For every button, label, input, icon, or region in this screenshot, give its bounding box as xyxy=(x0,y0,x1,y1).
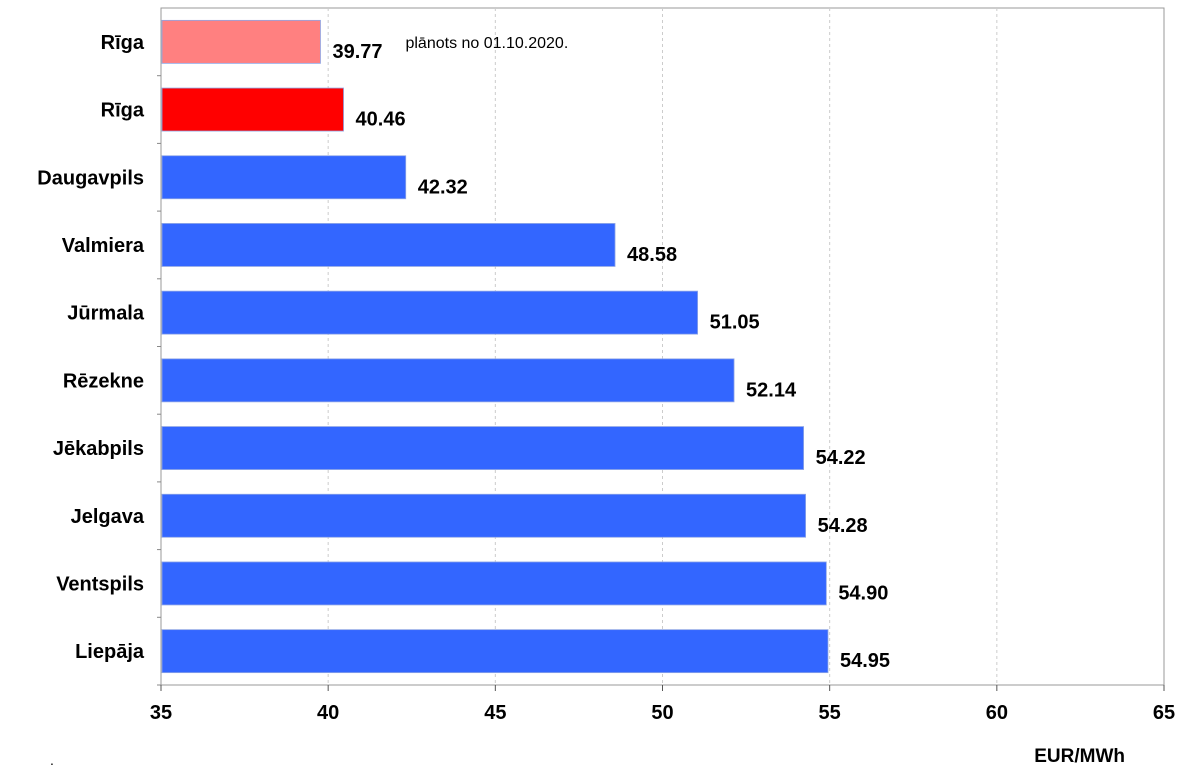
value-label: 48.58 xyxy=(627,244,677,266)
value-label: 54.28 xyxy=(818,515,868,537)
bar xyxy=(161,561,827,606)
category-label: Ventspils xyxy=(56,573,144,595)
category-label: Jūrmala xyxy=(67,303,145,325)
value-label: 51.05 xyxy=(710,312,760,334)
x-tick-label: 55 xyxy=(819,702,841,724)
bar xyxy=(161,223,616,267)
bar xyxy=(161,155,407,200)
value-label: 40.46 xyxy=(356,109,406,131)
bars xyxy=(161,19,829,674)
category-label: Rīga xyxy=(101,32,145,54)
bar xyxy=(161,426,804,470)
category-label: Jēkabpils xyxy=(53,438,144,460)
bar xyxy=(161,358,735,403)
x-tick-label: 60 xyxy=(986,702,1008,724)
bar xyxy=(161,493,806,538)
category-label: Daugavpils xyxy=(37,167,144,189)
value-label: 54.95 xyxy=(840,650,890,672)
x-tick-label: 40 xyxy=(317,702,339,724)
value-label: 54.22 xyxy=(816,447,866,469)
x-axis: 35 40 45 50 55 60 65 xyxy=(150,685,1175,724)
bar xyxy=(161,290,699,335)
category-label: Valmiera xyxy=(62,235,145,257)
x-tick-label: 65 xyxy=(1153,702,1175,724)
annotation-text: plānots no 01.10.2020. xyxy=(405,35,568,52)
x-axis-title: EUR/MWh xyxy=(1034,746,1125,767)
value-labels: 39.77 40.46 42.32 48.58 51.05 52.14 54.22 54.28… xyxy=(332,41,890,672)
bar xyxy=(161,87,344,132)
value-label: 39.77 xyxy=(332,41,382,63)
category-label: Rīga xyxy=(101,100,145,122)
bar xyxy=(161,19,321,64)
value-label: 52.14 xyxy=(746,379,797,401)
category-label: Jelgava xyxy=(71,506,145,528)
x-tick-label: 45 xyxy=(484,702,506,724)
value-label: 54.90 xyxy=(838,582,888,604)
category-label: Liepāja xyxy=(75,641,145,663)
x-tick-label: 35 xyxy=(150,702,172,724)
x-tick-label: 50 xyxy=(651,702,673,724)
footer-mark: . xyxy=(50,752,54,768)
category-labels: Rīga Rīga Daugavpils Valmiera Jūrmala Rēzekne… xyxy=(37,32,161,686)
bar xyxy=(161,629,829,674)
value-label: 42.32 xyxy=(418,176,468,198)
category-label: Rēzekne xyxy=(63,370,144,392)
